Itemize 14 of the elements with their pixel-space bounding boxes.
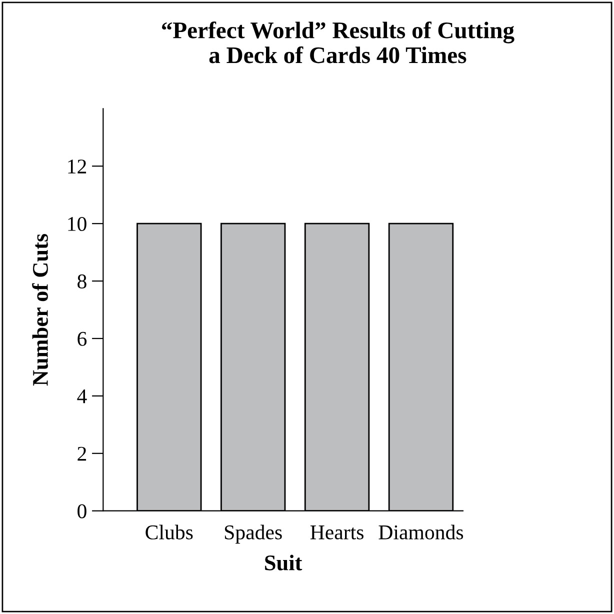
y-tick-label: 12 — [68, 160, 86, 174]
x-tick-label: Hearts — [310, 526, 364, 540]
y-tick-label: 4 — [77, 389, 87, 404]
y-tick-label: 10 — [68, 216, 86, 232]
y-tick-label: 6 — [78, 332, 87, 346]
x-axis-title: Suit — [265, 554, 302, 570]
chart-title: “Perfect World” Results of Cutting a Deck of Cards 40 Times — [162, 21, 514, 64]
y-tick-label: 8 — [78, 274, 86, 288]
y-axis-title: Number of Cuts — [32, 234, 48, 386]
y-tick-label: 0 — [78, 504, 86, 518]
x-tick-label: Spades — [224, 524, 282, 544]
y-tick-label: 2 — [78, 446, 86, 461]
x-tick-label: Clubs — [146, 524, 193, 540]
x-tick-label: Diamonds — [378, 524, 464, 540]
